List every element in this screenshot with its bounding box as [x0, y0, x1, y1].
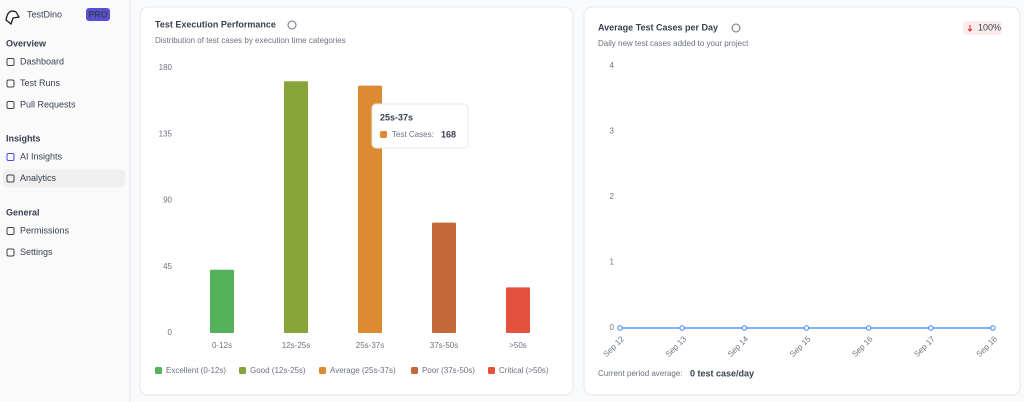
x-tick-label: 25s-37s	[356, 341, 384, 350]
x-tick-label: 0-12s	[212, 341, 232, 350]
tooltip-label: Test Cases:	[392, 130, 434, 139]
nav-item[interactable]: Settings	[20, 247, 53, 257]
pro-label: PRO	[88, 9, 108, 19]
legend-label: Good (12s-25s)	[250, 366, 306, 375]
y-tick-label: 4	[610, 61, 615, 70]
x-tick-label: 37s-50s	[430, 341, 458, 350]
point	[741, 325, 748, 331]
nav-item[interactable]: Permissions	[20, 225, 70, 235]
y-tick-label: 45	[163, 262, 172, 271]
tooltip-swatch	[380, 131, 387, 138]
y-tick-label: 135	[159, 129, 173, 138]
legend-swatch	[155, 367, 162, 374]
x-tick-label: >50s	[509, 341, 527, 350]
help-icon	[287, 20, 297, 30]
card	[583, 6, 1021, 396]
nav-item[interactable]: Test Runs	[20, 78, 61, 88]
legend-label: Poor (37s-50s)	[422, 366, 475, 375]
y-tick-label: 180	[159, 63, 173, 72]
legend-swatch	[488, 367, 495, 374]
y-tick-label: 1	[610, 258, 615, 267]
card-subtitle: Daily new test cases added to your proje…	[598, 39, 749, 48]
nav-icon	[6, 153, 15, 161]
nav-item[interactable]: Analytics	[20, 173, 57, 183]
tooltip-title: 25s-37s	[380, 112, 413, 122]
nav-icon	[6, 174, 15, 183]
card-title: Average Test Cases per Day	[598, 22, 718, 32]
nav-icon	[6, 248, 15, 257]
nav-active	[3, 169, 125, 188]
bar	[506, 287, 530, 333]
y-tick-label: 3	[610, 127, 615, 136]
legend-swatch	[319, 367, 326, 374]
nav-icon	[6, 79, 15, 88]
point	[990, 325, 996, 331]
y-tick-label: 0	[168, 328, 173, 337]
brand: TestDino	[27, 9, 62, 19]
section-title: General	[6, 207, 40, 217]
tooltip-value: 168	[441, 129, 456, 139]
legend-label: Excellent (0-12s)	[166, 366, 226, 375]
footer-value: 0 test case/day	[690, 368, 754, 378]
point	[617, 325, 623, 331]
bar	[210, 269, 234, 333]
card	[139, 6, 574, 396]
section-title: Overview	[6, 38, 47, 48]
legend-label: Critical (>50s)	[499, 366, 549, 375]
y-tick-label: 90	[163, 196, 172, 205]
nav-item[interactable]: AI Insights	[20, 151, 63, 161]
point	[928, 325, 934, 331]
tooltip	[371, 103, 469, 149]
nav-item[interactable]: Dashboard	[20, 56, 64, 66]
footer-label: Current period average:	[598, 369, 683, 378]
bar	[432, 222, 456, 333]
badge	[963, 21, 1002, 35]
card-subtitle: Distribution of test cases by execution …	[155, 36, 346, 45]
section-title: Insights	[6, 133, 41, 143]
down-arrow	[967, 25, 973, 32]
y-tick-label: 0	[610, 323, 615, 332]
logo	[5, 10, 20, 26]
help-icon	[731, 23, 741, 33]
point	[679, 325, 685, 331]
nav-icon	[6, 58, 15, 66]
badge-label: 100%	[978, 22, 1001, 32]
pro-badge	[86, 8, 110, 21]
nav-icon	[6, 101, 15, 109]
sidebar	[0, 0, 130, 402]
bar	[284, 81, 308, 333]
x-tick-label: 12s-25s	[282, 341, 310, 350]
legend-label: Average (25s-37s)	[330, 366, 396, 375]
card-title: Test Execution Performance	[155, 19, 276, 29]
point	[865, 325, 872, 331]
legend-swatch	[411, 367, 418, 374]
nav-item[interactable]: Pull Requests	[20, 99, 76, 109]
y-tick-label: 2	[610, 192, 615, 201]
nav-icon	[6, 227, 15, 235]
point	[803, 325, 810, 331]
legend-swatch	[239, 367, 246, 374]
